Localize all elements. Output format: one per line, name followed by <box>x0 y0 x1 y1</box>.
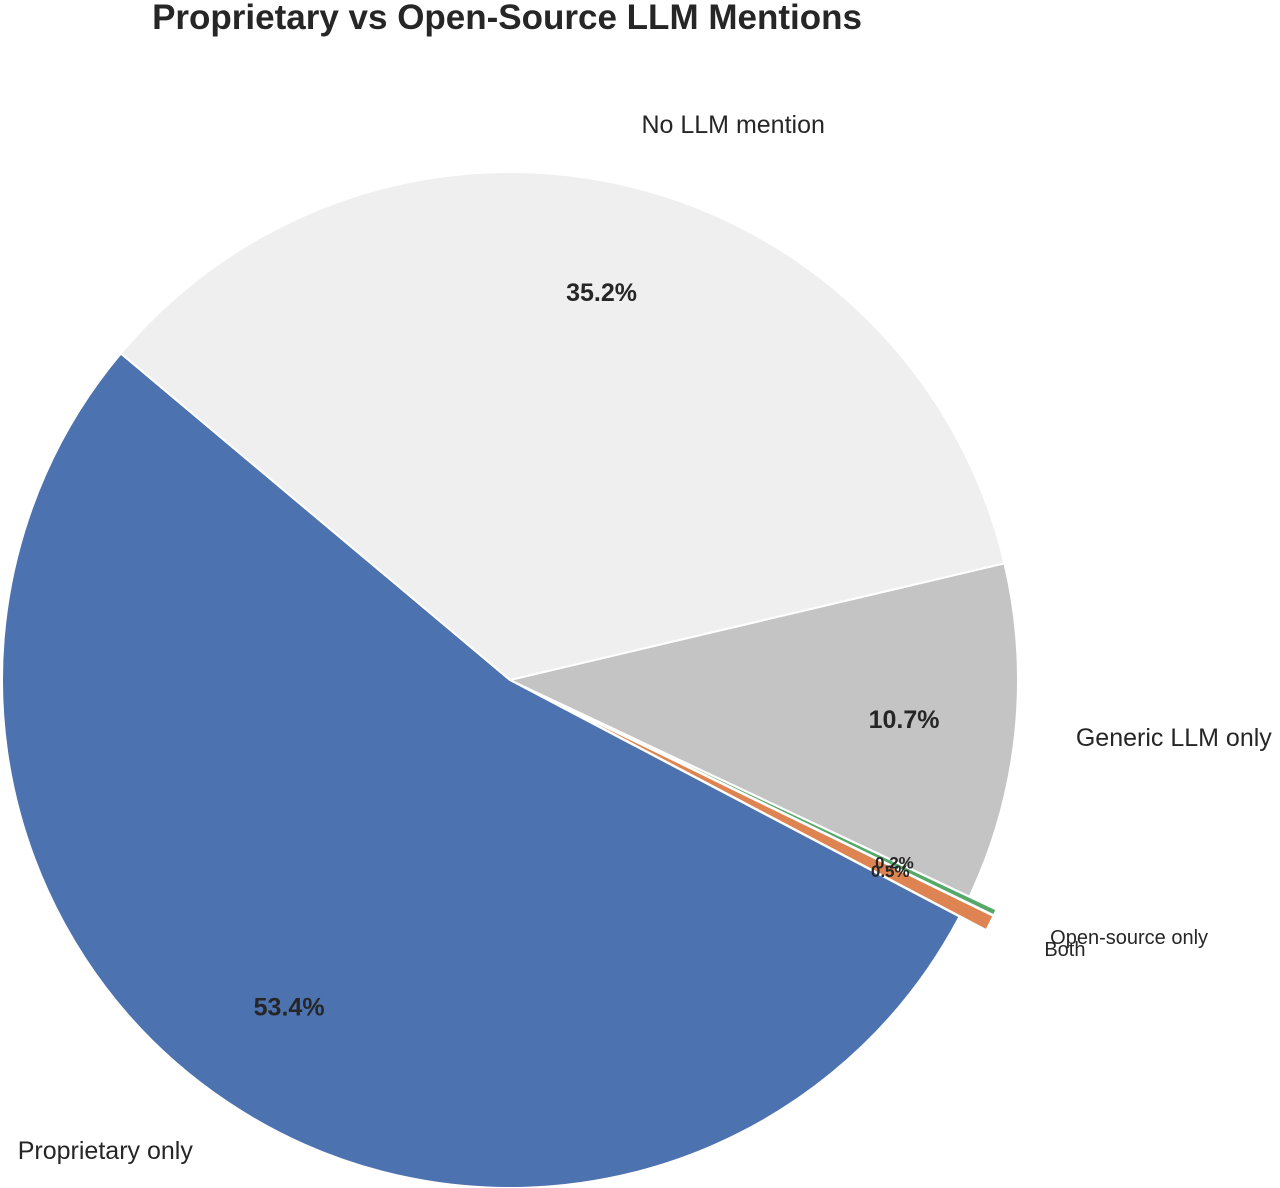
pct-label-both: 0.5% <box>871 862 910 881</box>
pct-label-generic-llm-only: 10.7% <box>869 706 940 734</box>
slice-label-open-source-only: Open-source only <box>1050 927 1208 949</box>
pct-label-proprietary-only: 53.4% <box>254 994 325 1022</box>
slice-label-no-llm-mention: No LLM mention <box>641 111 824 139</box>
pct-label-no-llm-mention: 35.2% <box>566 279 637 307</box>
chart-title: Proprietary vs Open-Source LLM Mentions <box>152 0 862 37</box>
pie-slice-no-llm-mention <box>119 171 1006 681</box>
slice-label-both: Both <box>1044 939 1085 961</box>
pie-slice-proprietary-only <box>1 352 961 1188</box>
pct-label-open-source-only: 0.2% <box>875 854 914 873</box>
slice-label-generic-llm-only: Generic LLM only <box>1076 724 1272 752</box>
slice-label-proprietary-only: Proprietary only <box>18 1137 194 1165</box>
pie-labels: 53.4% Proprietary only 0.5% Both 0.2% Open-so… <box>18 111 1273 1165</box>
pie-slice-open-source-only <box>536 691 998 917</box>
pie-slice-generic-llm-only <box>509 562 1019 898</box>
pie-slices <box>1 171 1019 1188</box>
